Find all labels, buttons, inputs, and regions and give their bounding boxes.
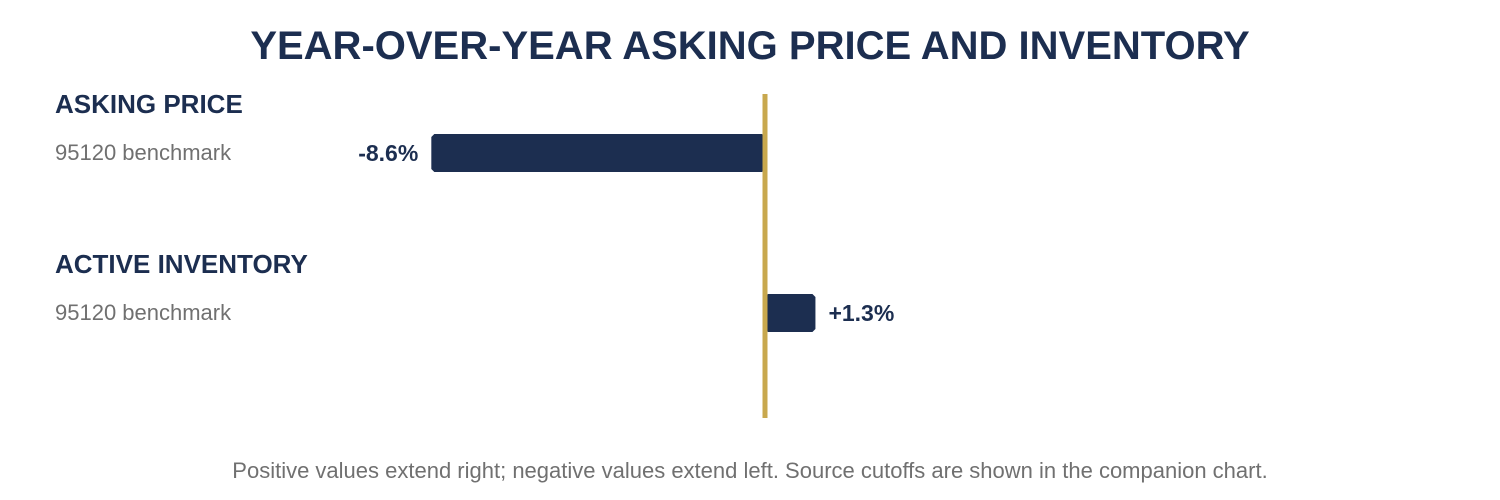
value-label: +1.3% (828, 300, 894, 326)
group-heading: ASKING PRICE (55, 89, 243, 119)
value-label: -8.6% (358, 140, 418, 166)
row-label: 95120 benchmark (55, 300, 232, 325)
bar-groups: ASKING PRICE 95120 benchmark -8.6% ACTIVE I… (55, 89, 894, 332)
group-heading: ACTIVE INVENTORY (55, 249, 308, 279)
row-label: 95120 benchmark (55, 140, 232, 165)
bar (431, 134, 765, 172)
chart-title: YEAR-OVER-YEAR ASKING PRICE AND INVENTOR… (250, 24, 1250, 68)
bar-group: ACTIVE INVENTORY 95120 benchmark +1.3% (55, 249, 894, 332)
bar-group: ASKING PRICE 95120 benchmark -8.6% (55, 89, 765, 172)
chart-footnote: Positive values extend right; negative v… (232, 458, 1267, 483)
bar (765, 294, 816, 332)
